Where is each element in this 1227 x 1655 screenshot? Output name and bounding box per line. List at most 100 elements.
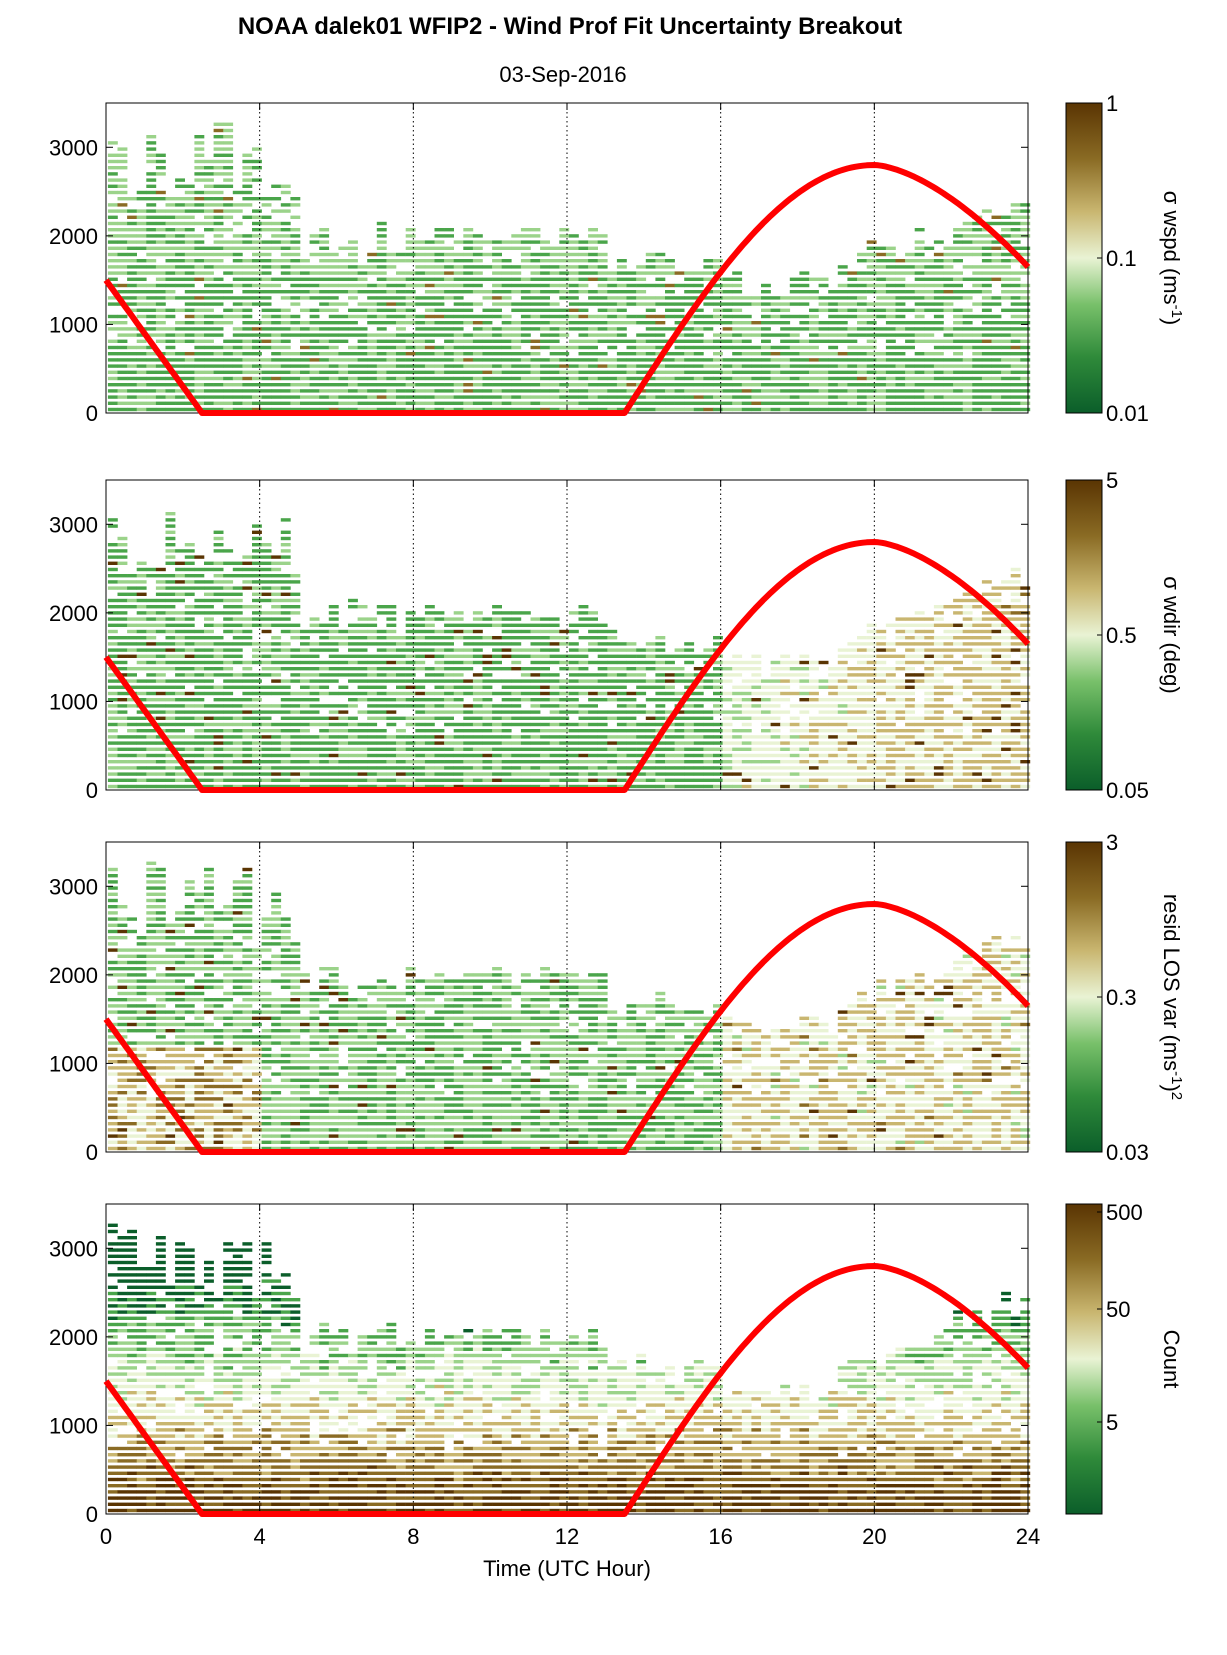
heatmap-cell [905,735,915,739]
heatmap-cell [136,395,147,399]
heatmap-cell [1010,302,1021,306]
heatmap-cell [280,592,291,596]
heatmap-cell [722,729,733,733]
heatmap-cell [789,691,800,696]
heatmap-cell [405,376,416,381]
heatmap-cell [568,760,579,764]
heatmap-cell [549,760,560,764]
heatmap-cell [117,549,128,553]
heatmap-cell [588,729,598,733]
heatmap-cell [290,283,301,288]
heatmap-cell [530,389,541,393]
heatmap-cell [655,691,666,696]
heatmap-cell [866,760,877,764]
heatmap-cell [857,722,867,727]
heatmap-cell [232,648,243,652]
heatmap-cell [809,395,819,399]
heatmap-cell [415,648,426,652]
heatmap-cell [1001,345,1011,350]
heatmap-cell [309,679,320,683]
heatmap-cell [184,246,195,250]
heatmap-cell [300,660,310,665]
heatmap-cell [165,401,176,405]
heatmap-cell [530,679,541,683]
heatmap-cell [472,383,483,387]
heatmap-cell [242,352,253,356]
heatmap-cell [885,302,896,306]
heatmap-cell [876,290,887,294]
heatmap-cell [463,772,474,776]
heatmap-cell [463,753,474,758]
heatmap-cell [549,648,560,652]
heatmap-cell [232,592,243,596]
heatmap-cell [597,753,608,758]
heatmap-cell [588,296,598,300]
heatmap-cell [386,691,397,696]
heatmap-cell [866,667,877,671]
heatmap-cell [914,308,925,312]
heatmap-cell [223,617,234,621]
heatmap-cell [204,648,214,652]
heatmap-cell [261,549,272,553]
heatmap-cell [127,629,137,634]
heatmap-cell [962,314,973,319]
heatmap-cell [405,629,416,634]
heatmap-cell [981,389,992,393]
heatmap-cell [665,710,675,714]
heatmap-cell [434,364,445,368]
heatmap-cell [213,549,224,553]
heatmap-cell [213,389,224,393]
heatmap-cell [482,691,493,696]
heatmap-cell [348,327,358,331]
heatmap-cell [107,153,118,157]
heatmap-cell [155,642,166,646]
heatmap-cell [165,617,176,621]
heatmap-cell [107,543,118,547]
heatmap-cell [252,524,262,528]
heatmap-cell [155,215,166,219]
heatmap-cell [981,240,992,244]
heatmap-cell [300,352,310,356]
heatmap-cell [165,561,176,565]
heatmap-cell [674,283,685,288]
heatmap-cell [482,290,493,294]
heatmap-cell [540,240,550,244]
heatmap-cell [972,339,983,343]
heatmap-cell [232,246,243,250]
heatmap-cell [252,617,262,621]
heatmap-cell [549,277,560,281]
heatmap-cell [520,389,531,393]
heatmap-cell [453,395,464,399]
heatmap-cell [165,246,176,250]
heatmap-cell [434,290,445,294]
heatmap-cell [271,314,282,319]
heatmap-cell [223,209,234,213]
heatmap-cell [146,623,157,627]
heatmap-cell [165,252,176,257]
heatmap-cell [165,760,176,764]
heatmap-cell [751,296,762,300]
heatmap-cell [194,605,205,609]
heatmap-cell [501,265,512,269]
heatmap-cell [309,345,320,350]
heatmap-cell [492,376,502,381]
heatmap-cell [655,673,666,677]
heatmap-cell [280,536,291,541]
heatmap-cell [857,333,867,337]
heatmap-cell [837,667,848,671]
heatmap-cell [837,383,848,387]
heatmap-cell [415,704,426,708]
heatmap-cell [155,221,166,226]
heatmap-cell [770,407,781,412]
heatmap-cell [223,147,234,151]
heatmap-cell [213,648,224,652]
heatmap-cell [914,228,925,232]
heatmap-cell [1010,209,1021,213]
heatmap-cell [261,358,272,362]
heatmap-cell [559,716,570,720]
heatmap-cell [616,265,627,269]
heatmap-cell [463,704,474,708]
heatmap-cell [568,710,579,714]
heatmap-cell [348,395,358,399]
